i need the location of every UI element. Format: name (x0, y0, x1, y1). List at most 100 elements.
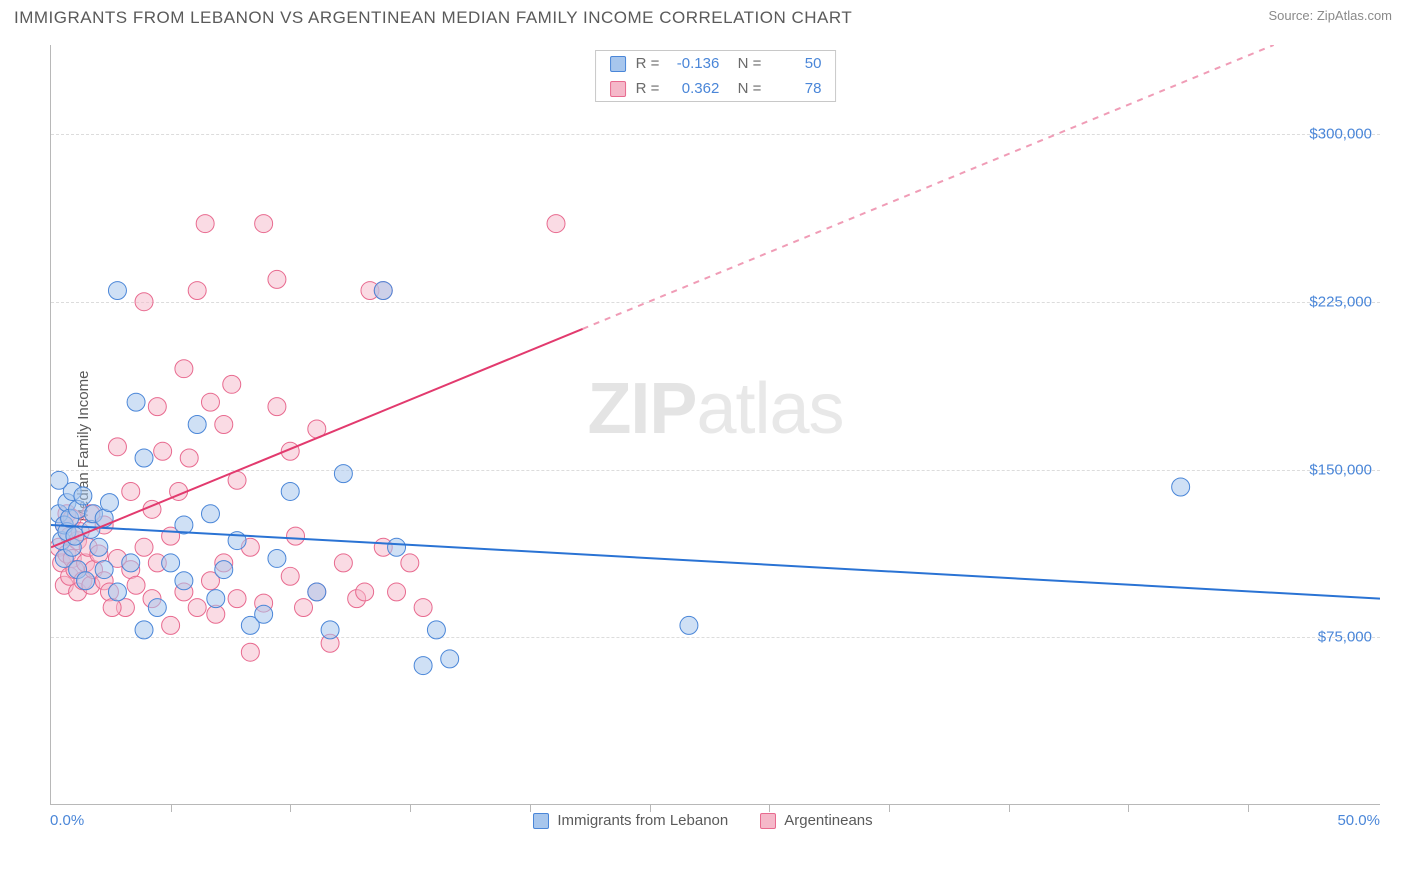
x-tick (290, 804, 291, 812)
data-point (108, 282, 126, 300)
data-point (100, 494, 118, 512)
data-point (255, 605, 273, 623)
data-point (334, 465, 352, 483)
header: IMMIGRANTS FROM LEBANON VS ARGENTINEAN M… (0, 0, 1406, 32)
data-point (135, 449, 153, 467)
plot-area: ZIPatlas R = -0.136 N = 50 R = 0.362 N =… (50, 45, 1380, 805)
data-point (148, 398, 166, 416)
data-point (135, 293, 153, 311)
trend-line (51, 329, 583, 547)
data-point (135, 538, 153, 556)
data-point (268, 398, 286, 416)
data-point (223, 375, 241, 393)
data-point (308, 583, 326, 601)
data-point (241, 643, 259, 661)
swatch-lebanon-icon (533, 813, 549, 829)
data-point (295, 599, 313, 617)
data-point (122, 482, 140, 500)
data-point (441, 650, 459, 668)
data-point (95, 561, 113, 579)
stats-row-argentina: R = 0.362 N = 78 (596, 76, 836, 101)
data-point (196, 215, 214, 233)
series-legend: Immigrants from Lebanon Argentineans (0, 812, 1406, 829)
data-point (175, 572, 193, 590)
r-value-argentina: 0.362 (669, 80, 719, 97)
data-point (122, 554, 140, 572)
legend-item-lebanon: Immigrants from Lebanon (533, 812, 728, 829)
data-point (388, 538, 406, 556)
data-point (148, 599, 166, 617)
n-label: N = (729, 80, 761, 97)
data-point (281, 482, 299, 500)
data-point (401, 554, 419, 572)
data-point (255, 215, 273, 233)
x-tick (530, 804, 531, 812)
data-point (356, 583, 374, 601)
data-point (427, 621, 445, 639)
data-point (154, 442, 172, 460)
data-point (547, 215, 565, 233)
chart-title: IMMIGRANTS FROM LEBANON VS ARGENTINEAN M… (14, 8, 852, 28)
data-point (108, 583, 126, 601)
data-point (414, 657, 432, 675)
r-label: R = (636, 55, 660, 72)
stats-row-lebanon: R = -0.136 N = 50 (596, 51, 836, 76)
x-tick (171, 804, 172, 812)
data-point (414, 599, 432, 617)
swatch-argentina-icon (760, 813, 776, 829)
data-point (388, 583, 406, 601)
stats-legend: R = -0.136 N = 50 R = 0.362 N = 78 (595, 50, 837, 102)
data-point (334, 554, 352, 572)
data-point (90, 538, 108, 556)
legend-label-argentina: Argentineans (784, 812, 872, 829)
data-point (74, 487, 92, 505)
data-point (680, 616, 698, 634)
legend-item-argentina: Argentineans (760, 812, 872, 829)
data-point (207, 590, 225, 608)
source-label: Source: ZipAtlas.com (1268, 8, 1392, 23)
n-label: N = (729, 55, 761, 72)
x-tick (1009, 804, 1010, 812)
data-point (188, 282, 206, 300)
swatch-argentina-icon (610, 81, 626, 97)
data-point (108, 438, 126, 456)
n-value-argentina: 78 (771, 80, 821, 97)
data-point (127, 576, 145, 594)
data-point (162, 616, 180, 634)
data-point (77, 572, 95, 590)
x-tick (1248, 804, 1249, 812)
x-tick (650, 804, 651, 812)
data-point (268, 270, 286, 288)
x-tick (769, 804, 770, 812)
r-value-lebanon: -0.136 (669, 55, 719, 72)
data-point (201, 505, 219, 523)
n-value-lebanon: 50 (771, 55, 821, 72)
swatch-lebanon-icon (610, 56, 626, 72)
data-point (215, 561, 233, 579)
data-point (188, 599, 206, 617)
x-tick (889, 804, 890, 812)
data-point (321, 621, 339, 639)
x-tick (1128, 804, 1129, 812)
data-point (287, 527, 305, 545)
scatter-svg (51, 45, 1380, 804)
data-point (135, 621, 153, 639)
data-point (281, 567, 299, 585)
data-point (175, 360, 193, 378)
legend-label-lebanon: Immigrants from Lebanon (557, 812, 728, 829)
data-point (268, 549, 286, 567)
x-tick (410, 804, 411, 812)
data-point (188, 416, 206, 434)
data-point (215, 416, 233, 434)
data-point (180, 449, 198, 467)
data-point (374, 282, 392, 300)
data-point (66, 527, 84, 545)
data-point (162, 554, 180, 572)
data-point (127, 393, 145, 411)
trend-line (51, 525, 1380, 599)
r-label: R = (636, 80, 660, 97)
data-point (201, 393, 219, 411)
data-point (1172, 478, 1190, 496)
chart-container: IMMIGRANTS FROM LEBANON VS ARGENTINEAN M… (0, 0, 1406, 892)
data-point (51, 471, 68, 489)
